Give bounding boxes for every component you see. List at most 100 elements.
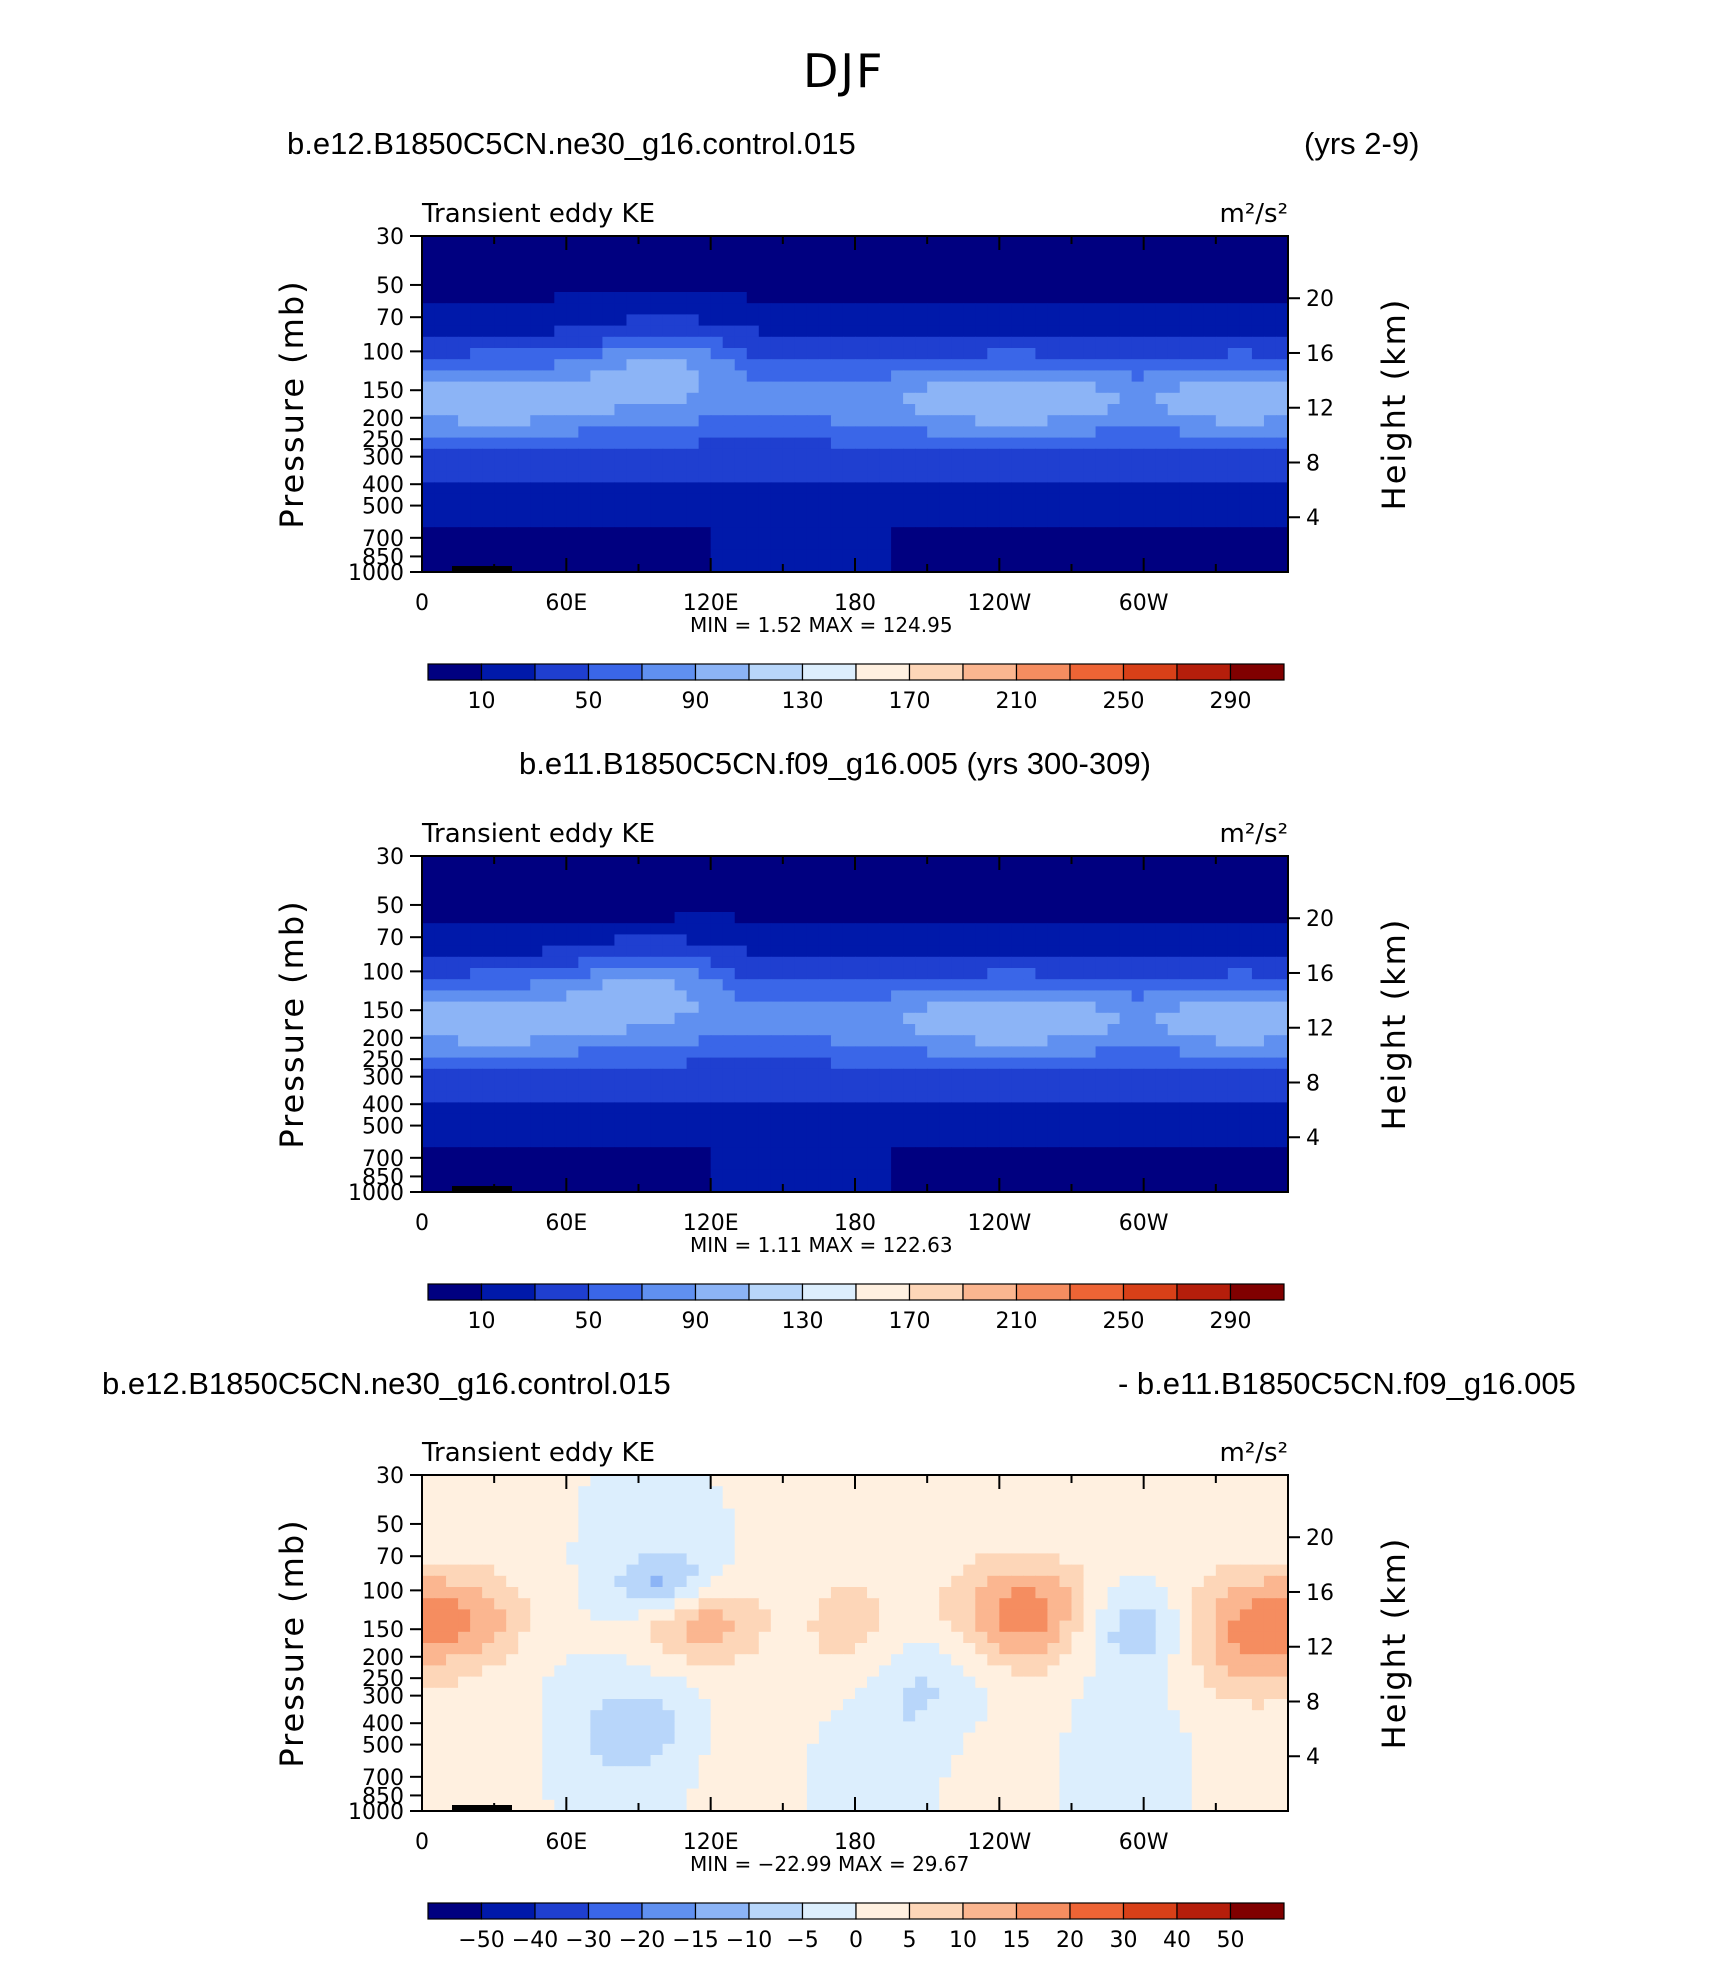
heatmap-cell [1131, 1102, 1145, 1115]
heatmap-cell [626, 1024, 640, 1036]
heatmap-cell [915, 1046, 928, 1059]
heatmap-cell [1203, 867, 1217, 879]
heatmap-cell [1251, 560, 1265, 573]
heatmap-cell [999, 1012, 1012, 1025]
heatmap-cell [530, 303, 543, 315]
heatmap-cell [602, 1113, 616, 1126]
heatmap-cell [494, 1012, 507, 1025]
heatmap-cell [818, 1046, 832, 1059]
heatmap-cell [674, 325, 688, 338]
heatmap-cell [1203, 493, 1217, 506]
heatmap-cell [578, 448, 591, 461]
heatmap-cell [746, 336, 760, 349]
heatmap-cell [494, 1091, 507, 1103]
heatmap-cell [1035, 1486, 1049, 1498]
heatmap-cell [446, 990, 459, 1003]
heatmap-cell [1131, 1113, 1145, 1126]
heatmap-cell [963, 516, 976, 528]
heatmap-cell [1179, 1091, 1193, 1103]
heatmap-cell [1155, 878, 1169, 891]
heatmap-cell [1263, 956, 1277, 969]
min-max-stats: MIN = 1.11 MAX = 122.63 [690, 1233, 953, 1257]
heatmap-cell [578, 516, 591, 528]
heatmap-cell [470, 504, 483, 517]
heatmap-cell [1215, 1136, 1229, 1148]
heatmap-cell [951, 504, 964, 517]
heatmap-cell [1251, 269, 1265, 282]
heatmap-cell [686, 1102, 700, 1115]
heatmap-cell [1275, 426, 1289, 439]
heatmap-cell [578, 956, 591, 969]
heatmap-cell [710, 325, 724, 338]
heatmap-cell [1239, 426, 1253, 439]
heatmap-cell [578, 560, 591, 573]
heatmap-cell [578, 1147, 591, 1159]
heatmap-cell [1251, 889, 1265, 902]
heatmap-cell [963, 1486, 976, 1498]
heatmap-cell [458, 471, 471, 483]
heatmap-cell [734, 1519, 748, 1532]
heatmap-cell [1143, 471, 1157, 483]
heatmap-cell [662, 325, 676, 338]
heatmap-cell [782, 269, 796, 282]
heatmap-cell [494, 1024, 507, 1036]
heatmap-cell [855, 404, 868, 416]
heatmap-cell [1167, 912, 1181, 924]
heatmap-cell [1227, 1091, 1241, 1103]
heatmap-cell [482, 1046, 495, 1059]
heatmap-cell [1203, 1057, 1217, 1070]
heatmap-cell [1023, 1475, 1037, 1487]
heatmap-cell [855, 549, 868, 562]
heatmap-cell [1251, 912, 1265, 924]
heatmap-cell [1011, 404, 1024, 416]
heatmap-cell [842, 437, 856, 450]
heatmap-cell [422, 516, 435, 528]
heatmap-cell [891, 460, 904, 472]
colorbar-label: 210 [996, 689, 1038, 714]
heatmap-cell [1059, 1001, 1073, 1014]
heatmap-cell [975, 956, 988, 969]
heatmap-cell [1215, 1024, 1229, 1036]
heatmap-cell [566, 979, 579, 991]
heatmap-cell [446, 923, 459, 935]
heatmap-cell [1143, 392, 1157, 405]
heatmap-cell [1131, 404, 1145, 416]
heatmap-cell [903, 1035, 916, 1047]
heatmap-cell [1047, 1001, 1061, 1014]
heatmap-cell [1203, 538, 1217, 551]
heatmap-cell [1059, 856, 1073, 868]
heatmap-cell [794, 516, 808, 528]
heatmap-cell [867, 1068, 880, 1081]
heatmap-cell [422, 482, 435, 495]
colorbar-swatch [587, 663, 643, 681]
heatmap-cell [1071, 247, 1085, 259]
heatmap-cell [1215, 314, 1229, 327]
heatmap-cell [494, 1475, 507, 1487]
heatmap-cell [662, 437, 676, 450]
heatmap-cell [879, 1531, 892, 1543]
heatmap-cell [915, 482, 928, 495]
heatmap-cell [1167, 348, 1181, 360]
colorbar-label: 10 [468, 1309, 496, 1334]
heatmap-cell [1143, 968, 1157, 980]
figure-title: DJF [803, 44, 885, 98]
heatmap-cell [554, 1091, 567, 1103]
heatmap-cell [614, 1169, 628, 1182]
heatmap-cell [542, 538, 555, 551]
heatmap-cell [1155, 1035, 1169, 1047]
heatmap-cell [1047, 889, 1061, 902]
heatmap-cell [1047, 325, 1061, 338]
heatmap-cell [446, 471, 459, 483]
heatmap-cell [482, 1068, 495, 1081]
heatmap-cell [891, 1046, 904, 1059]
heatmap-cell [614, 889, 628, 902]
heatmap-cell [734, 292, 748, 304]
heatmap-cell [975, 437, 988, 450]
heatmap-cell [1083, 1475, 1097, 1487]
heatmap-cell [891, 1113, 904, 1126]
heatmap-cell [999, 292, 1012, 304]
heatmap-cell [842, 1158, 856, 1171]
heatmap-cell [963, 1508, 976, 1521]
heatmap-cell [879, 415, 892, 427]
heatmap-cell [1179, 381, 1193, 394]
